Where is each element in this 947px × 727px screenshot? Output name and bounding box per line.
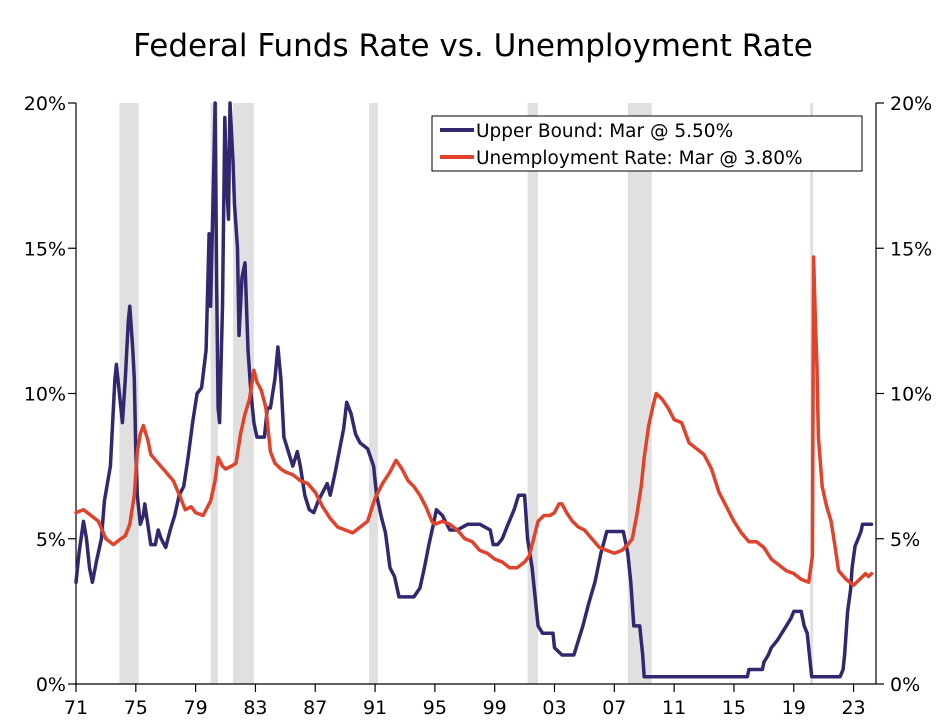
- y-tick-label-left: 20%: [24, 93, 66, 115]
- series-line-unemployment-rate: [74, 255, 874, 587]
- legend-label-upper-bound: Upper Bound: Mar @ 5.50%: [476, 121, 733, 142]
- y-tick-label-right: 0%: [890, 674, 920, 696]
- x-tick-label: 87: [303, 697, 327, 719]
- recession-band: [527, 103, 539, 684]
- y-tick-label-right: 20%: [890, 93, 932, 115]
- y-tick-label-right: 5%: [890, 529, 920, 551]
- x-tick-label: 15: [722, 697, 746, 719]
- x-tick-label: 99: [483, 697, 507, 719]
- recession-band: [369, 103, 379, 684]
- recession-band: [210, 103, 219, 684]
- x-tick-label: 83: [243, 697, 267, 719]
- chart-title: Federal Funds Rate vs. Unemployment Rate: [133, 28, 813, 64]
- x-tick-label: 79: [184, 697, 208, 719]
- series-line-upper-bound: [74, 101, 874, 679]
- series-lines: [74, 101, 874, 679]
- y-tick-label-right: 10%: [890, 384, 932, 406]
- legend: Upper Bound: Mar @ 5.50% Unemployment Ra…: [431, 115, 863, 172]
- x-tick-label: 19: [782, 697, 806, 719]
- y-tick-label-right: 15%: [890, 238, 932, 260]
- x-tick-label: 95: [423, 697, 447, 719]
- x-tick-label: 07: [602, 697, 626, 719]
- x-tick-label: 91: [363, 697, 387, 719]
- legend-label-unemployment-rate: Unemployment Rate: Mar @ 3.80%: [476, 148, 803, 169]
- x-tick-label: 71: [64, 697, 88, 719]
- x-tick-label: 11: [662, 697, 686, 719]
- recession-band: [119, 103, 139, 684]
- y-tick-label-left: 15%: [24, 238, 66, 260]
- x-tick-label: 23: [841, 697, 865, 719]
- x-tick-label: 03: [542, 697, 566, 719]
- legend-box: [431, 115, 863, 172]
- axes: 0% 0% 5% 5% 10% 10% 15% 15% 20% 20% 71 75 79 83 87 91 95…: [24, 93, 932, 719]
- y-tick-label-left: 10%: [24, 384, 66, 406]
- x-tick-label: 75: [124, 697, 148, 719]
- y-tick-label-left: 5%: [36, 529, 66, 551]
- y-tick-label-left: 0%: [36, 674, 66, 696]
